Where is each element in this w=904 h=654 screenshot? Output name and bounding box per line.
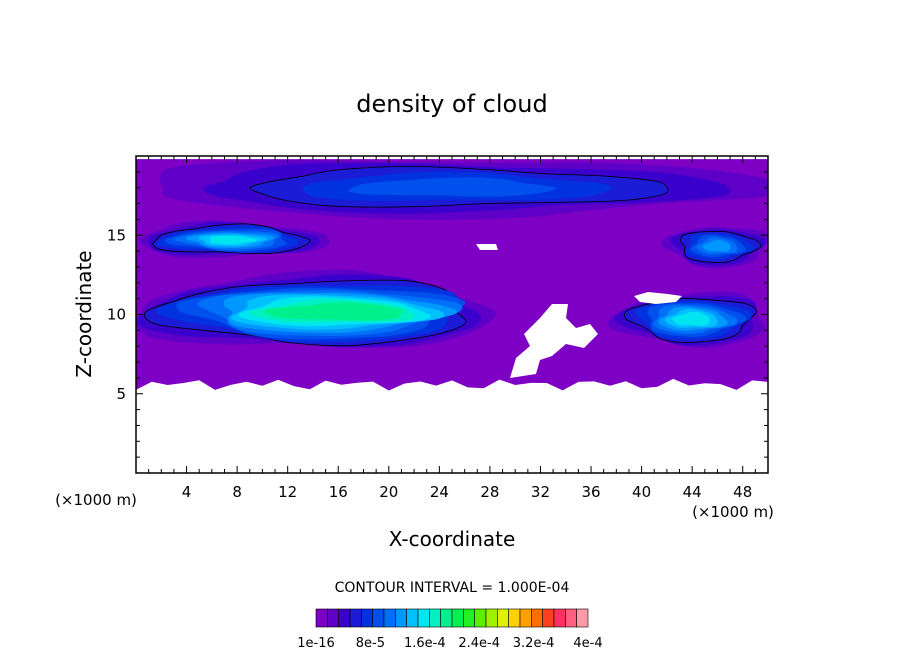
contour-level xyxy=(672,311,710,326)
colorbar-swatch xyxy=(463,608,475,628)
gap-region xyxy=(476,244,498,250)
colorbar-swatch xyxy=(395,608,407,628)
colorbar-swatch xyxy=(451,608,464,628)
gap-region xyxy=(634,292,682,304)
contour-band xyxy=(661,226,768,269)
colorbar-tick-label: 2.4e-4 xyxy=(458,636,500,651)
colorbar-swatch xyxy=(553,608,566,628)
colorbar-swatch xyxy=(508,608,521,628)
contour-band xyxy=(159,160,768,220)
x-tick-label: 48 xyxy=(733,483,752,501)
plot-area xyxy=(136,156,768,473)
colorbar-swatch xyxy=(383,608,396,628)
colorbar-tick-label: 8e-5 xyxy=(356,636,385,651)
colorbar-swatch xyxy=(474,608,487,628)
colorbar-swatch xyxy=(315,608,328,628)
colorbar-tick-label: 3.2e-4 xyxy=(513,636,555,651)
x-tick-label: 44 xyxy=(683,483,702,501)
y-tick-label: 5 xyxy=(116,385,126,403)
y-axis-label: Z-coordinate xyxy=(72,250,96,377)
contour-level xyxy=(348,177,556,197)
colorbar-swatch xyxy=(417,608,430,628)
colorbar-swatch xyxy=(531,608,543,628)
contour-interval-label: CONTOUR INTERVAL = 1.000E-04 xyxy=(335,580,570,596)
x-tick-label: 24 xyxy=(430,483,449,501)
colorbar-swatch xyxy=(497,608,509,628)
cloud-field xyxy=(136,159,768,391)
colorbar-swatch xyxy=(349,608,362,628)
colorbar-swatch xyxy=(485,608,498,628)
colorbar-tick-label: 1.6e-4 xyxy=(404,636,446,651)
cloud-gaps xyxy=(476,244,682,378)
x-axis-label: X-coordinate xyxy=(389,527,516,551)
colorbar xyxy=(315,608,589,628)
y-tick-label: 15 xyxy=(107,226,126,244)
colorbar-swatch xyxy=(372,608,385,628)
colorbar-swatch xyxy=(406,608,419,628)
colorbar-swatch xyxy=(361,608,373,628)
x-tick-label: 36 xyxy=(581,483,600,501)
x-axis: 4 8 12 16 20 24 28 32 36 40 44 48 xyxy=(148,156,756,501)
colorbar-swatch xyxy=(565,608,577,628)
x-tick-label: 4 xyxy=(182,483,192,501)
cloud-base-region xyxy=(136,336,768,391)
chart-title: density of cloud xyxy=(356,90,547,118)
colorbar-swatch xyxy=(519,608,532,628)
contour-level xyxy=(209,235,258,245)
x-unit-label: (×1000 m) xyxy=(55,491,137,509)
contour-band xyxy=(136,269,496,348)
contour-level xyxy=(702,240,731,252)
contour-level xyxy=(263,302,403,321)
x-tick-label: 40 xyxy=(632,483,651,501)
colorbar-labels: 1e-16 8e-5 1.6e-4 2.4e-4 3.2e-4 4e-4 xyxy=(297,636,602,651)
contour-band xyxy=(608,291,766,348)
x-tick-label: 8 xyxy=(232,483,242,501)
colorbar-swatch xyxy=(327,608,339,628)
y-unit-label-right: (×1000 m) xyxy=(692,503,774,521)
colorbar-tick-label: 4e-4 xyxy=(573,636,602,651)
x-tick-label: 28 xyxy=(480,483,499,501)
y-axis: 5 10 15 xyxy=(107,171,768,458)
colorbar-swatch xyxy=(542,608,555,628)
x-tick-label: 12 xyxy=(278,483,297,501)
colorbar-swatch xyxy=(440,608,453,628)
colorbar-swatch xyxy=(338,608,351,628)
x-tick-label: 16 xyxy=(329,483,348,501)
gap-region xyxy=(510,304,598,378)
colorbar-swatch xyxy=(576,608,589,628)
x-tick-label: 32 xyxy=(531,483,550,501)
colorbar-tick-label: 1e-16 xyxy=(297,636,335,651)
y-tick-label: 10 xyxy=(107,306,126,324)
x-tick-label: 20 xyxy=(379,483,398,501)
colorbar-swatch xyxy=(429,608,441,628)
contour-band xyxy=(139,220,330,259)
